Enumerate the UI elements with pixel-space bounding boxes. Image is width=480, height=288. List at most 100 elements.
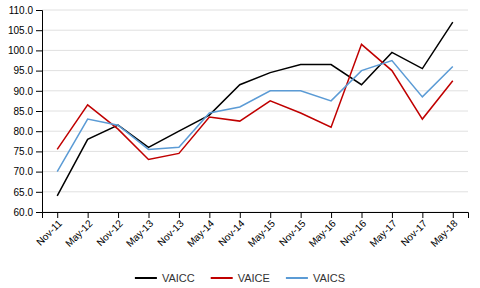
tick-label: Nov-14 (216, 217, 247, 248)
tick-mark (240, 212, 241, 218)
tick: May-13 (124, 212, 156, 249)
tick-label: May-13 (124, 217, 156, 249)
y-axis: 60.0 65.0 70.0 75.0 80.0 85.0 90.0 95.0 100.0 105… (8, 5, 43, 218)
tick: Nov-14 (216, 212, 247, 248)
legend-label: VAICC (162, 272, 195, 284)
tick: May-17 (367, 212, 399, 249)
tick-mark (36, 10, 42, 11)
legend-label: VAICE (238, 272, 270, 284)
tick-mark (36, 50, 42, 51)
axis-line (36, 11, 43, 213)
tick-label: 110.0 (9, 5, 34, 16)
legend-label: VAICS (313, 272, 345, 284)
legend-item: VAICC (135, 272, 195, 284)
tick-mark (392, 212, 393, 218)
tick-mark (331, 212, 332, 218)
tick: 75.0 (14, 146, 42, 157)
tick: May-16 (307, 212, 339, 249)
tick: 110.0 (9, 5, 42, 16)
tick-label: 75.0 (14, 146, 34, 157)
tick-label: May-14 (185, 217, 217, 249)
tick-label: May-16 (307, 217, 339, 249)
grid-line (42, 30, 468, 31)
tick: Nov-15 (277, 212, 308, 248)
tick-label: Nov-16 (338, 217, 369, 248)
tick-mark (179, 212, 180, 218)
tick-mark (57, 212, 58, 218)
tick: Nov-17 (399, 212, 430, 248)
tick-mark (422, 212, 423, 218)
tick-label: Nov-17 (399, 217, 430, 248)
tick: 105.0 (8, 25, 42, 36)
legend-swatch (135, 277, 157, 279)
tick-mark (149, 212, 150, 218)
grid-line (42, 50, 468, 51)
tick: 65.0 (14, 187, 42, 198)
grid-line (42, 151, 468, 152)
tick-label: May-15 (246, 217, 278, 249)
tick: May-18 (428, 212, 460, 249)
tick: Nov-16 (338, 212, 369, 248)
tick-mark (88, 212, 89, 218)
tick-mark (36, 192, 42, 193)
tick-mark (301, 212, 302, 218)
tick: 85.0 (14, 106, 42, 117)
legend-swatch (211, 277, 233, 279)
grid-line (42, 70, 468, 71)
tick-label: Nov-15 (277, 217, 308, 248)
grid-line (42, 10, 468, 11)
tick: 95.0 (14, 65, 42, 76)
tick-mark (209, 212, 210, 218)
tick: 90.0 (14, 86, 42, 97)
tick: 100.0 (8, 45, 42, 56)
tick: May-12 (63, 212, 95, 249)
tick-label: Nov-13 (155, 217, 186, 248)
plot-area (57, 22, 453, 196)
legend-swatch (286, 277, 308, 279)
tick-mark (453, 212, 454, 218)
tick-label: 95.0 (14, 65, 34, 76)
series-line (57, 22, 453, 196)
grid (42, 10, 468, 212)
tick-label: May-17 (367, 217, 399, 249)
tick-label: 80.0 (14, 126, 34, 137)
tick: May-14 (185, 212, 217, 249)
tick-mark (36, 30, 42, 31)
tick: 70.0 (14, 166, 42, 177)
tick: 80.0 (14, 126, 42, 137)
tick-mark (36, 111, 42, 112)
axis-line (43, 213, 469, 219)
tick-label: May-18 (428, 217, 460, 249)
tick: May-15 (246, 212, 278, 249)
tick-label: 65.0 (14, 187, 34, 198)
tick-mark (270, 212, 271, 218)
tick-label: May-12 (63, 217, 95, 249)
tick: Nov-11 (34, 212, 64, 248)
tick-label: 70.0 (14, 166, 34, 177)
legend-item: VAICS (286, 272, 345, 284)
tick-label: 100.0 (8, 45, 33, 56)
tick-label: 105.0 (8, 25, 33, 36)
x-axis: Nov-11May-12Nov-12May-13Nov-13May-14Nov-… (34, 212, 468, 249)
tick-label: 85.0 (14, 106, 34, 117)
tick-mark (36, 71, 42, 72)
grid-line (42, 191, 468, 192)
tick-mark (118, 212, 119, 218)
tick: 60.0 (14, 207, 42, 218)
tick-label: 90.0 (14, 86, 34, 97)
tick-mark (36, 172, 42, 173)
tick-mark (36, 151, 42, 152)
grid-line (42, 171, 468, 172)
legend: VAICC VAICE VAICS (135, 272, 345, 284)
chart: 60.0 65.0 70.0 75.0 80.0 85.0 90.0 95.0 100.0 105… (0, 0, 480, 288)
tick-mark (362, 212, 363, 218)
tick-mark (36, 212, 42, 213)
tick-mark (36, 131, 42, 132)
tick-label: Nov-11 (34, 217, 64, 247)
tick-label: 60.0 (14, 207, 34, 218)
tick-mark (36, 91, 42, 92)
tick-label: Nov-12 (94, 217, 125, 248)
legend-item: VAICE (211, 272, 270, 284)
tick: Nov-12 (94, 212, 125, 248)
series-line (57, 61, 453, 172)
